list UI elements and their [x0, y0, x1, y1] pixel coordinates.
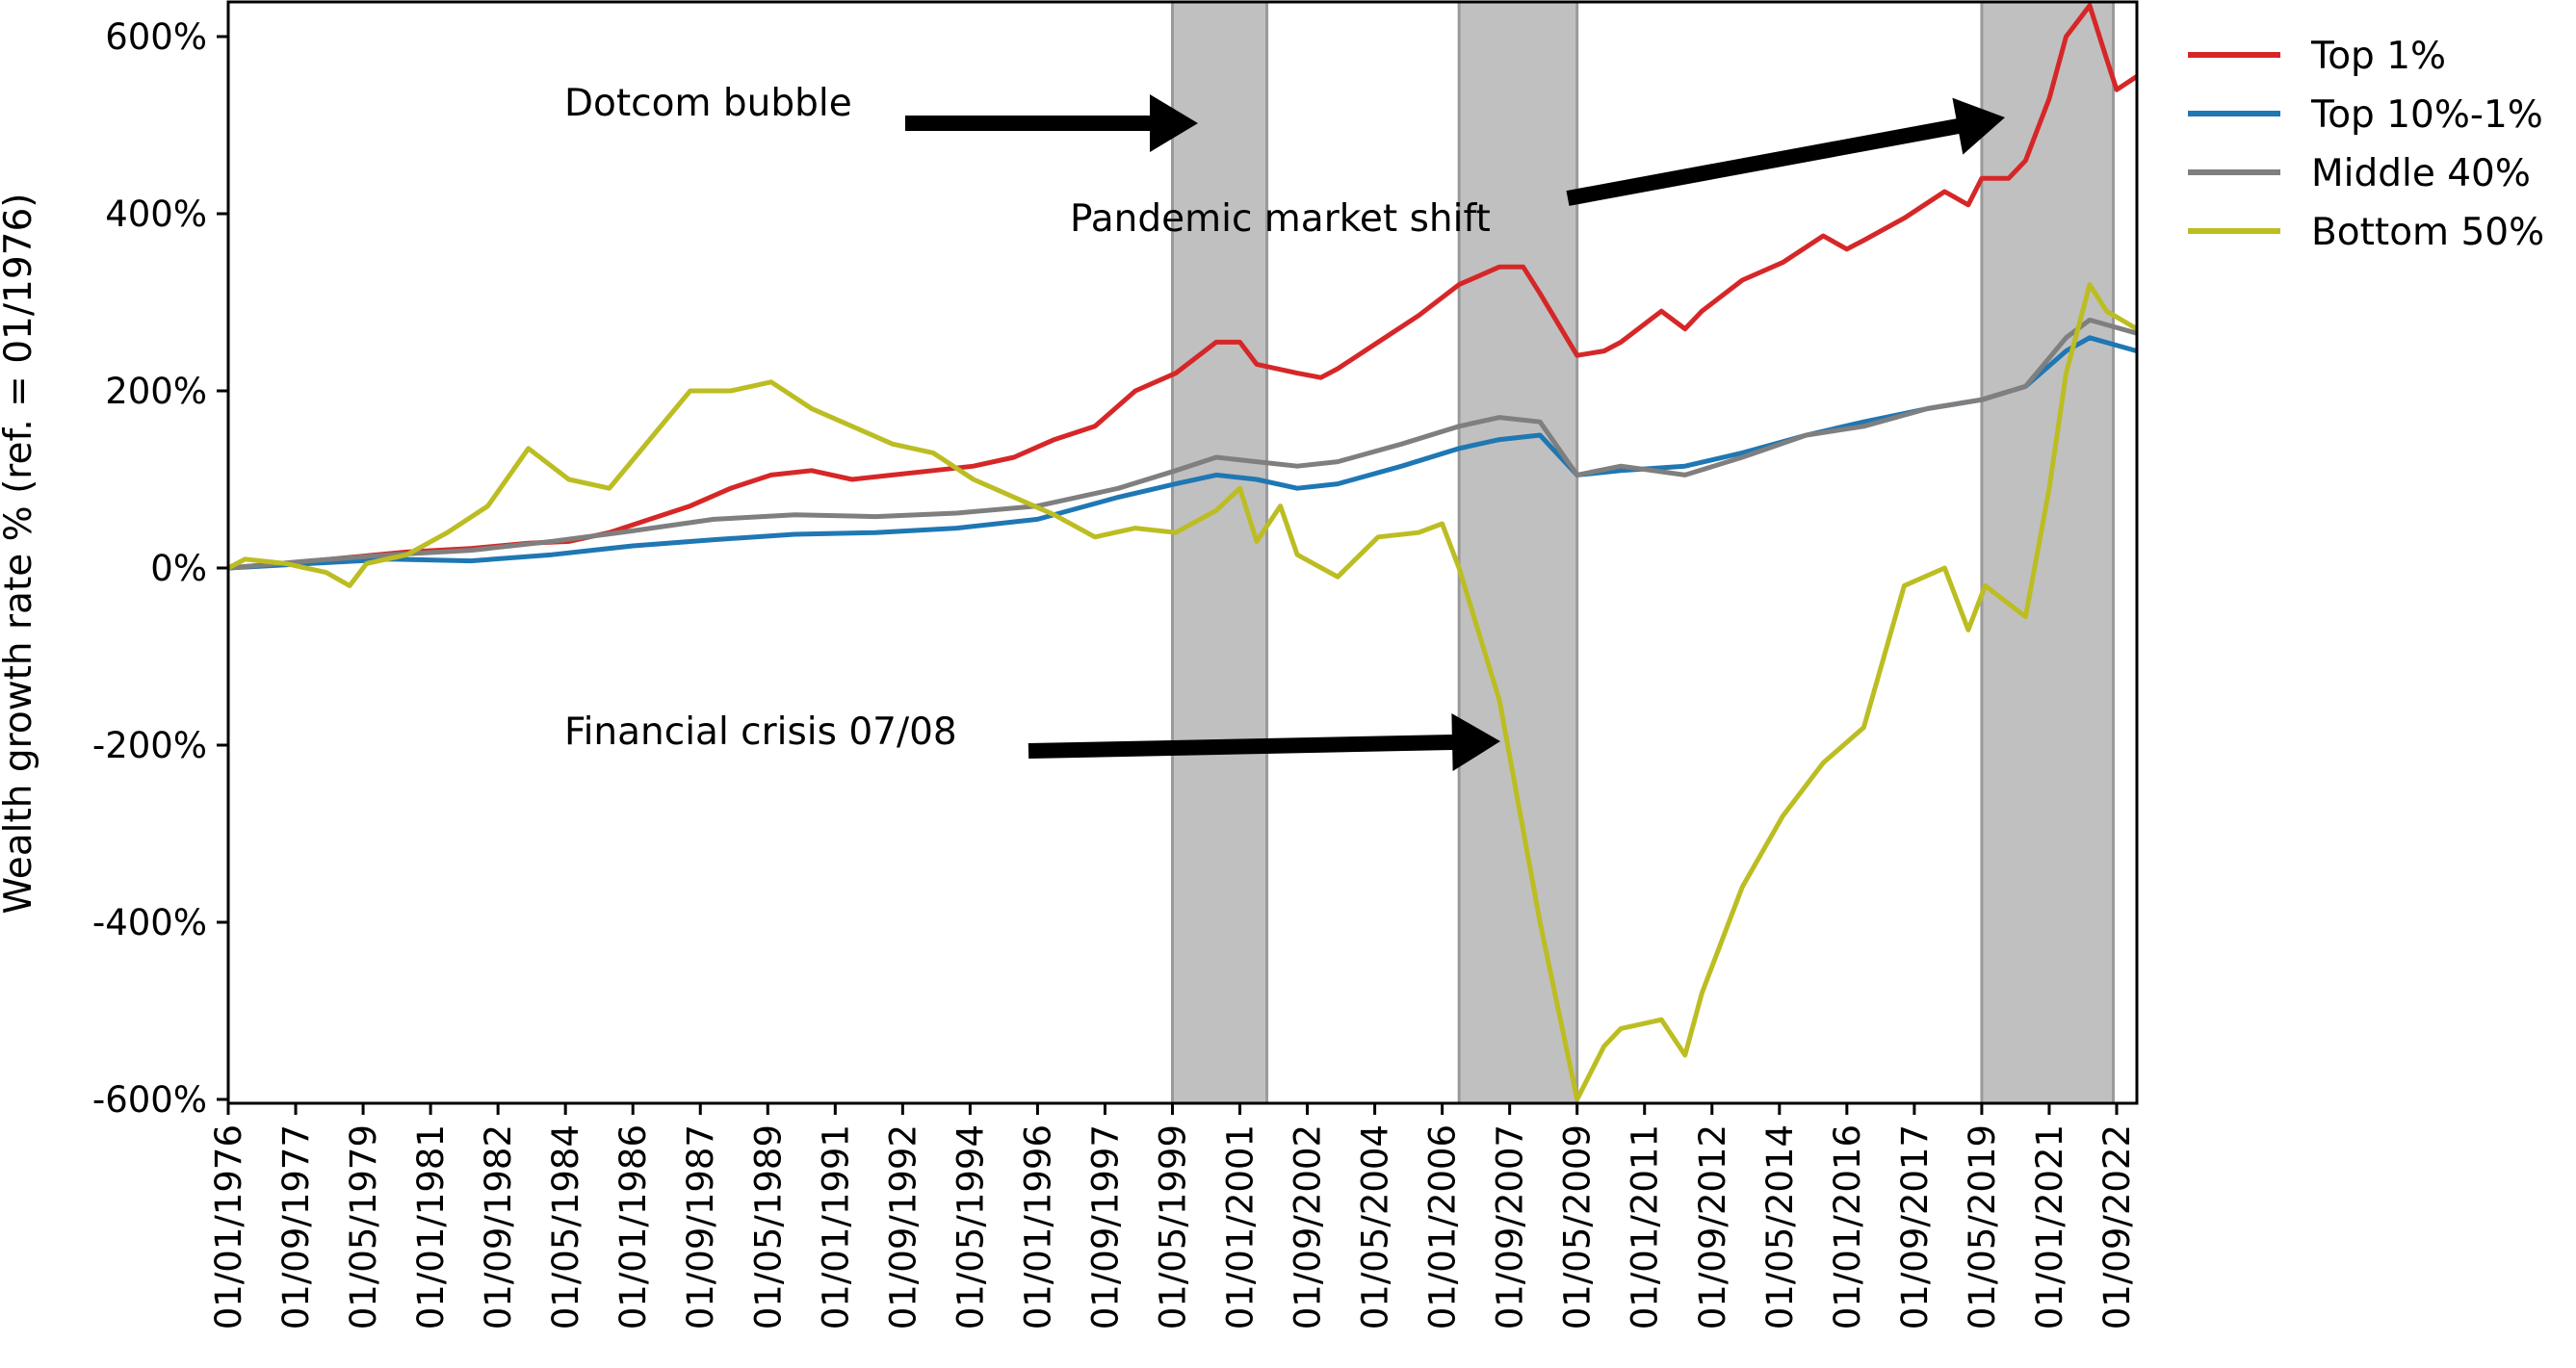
x-tick-label: 01/01/2021	[2029, 1124, 2070, 1329]
y-tick-label: 0%	[150, 548, 207, 589]
annotations: Dotcom bubble Pandemic market shift Fina…	[564, 82, 2005, 771]
x-tick-label: 01/05/1999	[1153, 1124, 1194, 1329]
legend-label-top1: Top 1%	[2310, 35, 2446, 78]
shaded-period-2	[1457, 0, 1579, 1105]
x-tick-label: 01/09/1992	[882, 1124, 924, 1329]
x-tick-label: 01/01/1976	[208, 1124, 249, 1329]
series-line-middle-40	[227, 317, 2138, 571]
y-tick-label: 600%	[105, 16, 207, 58]
annotation-pandemic-label: Pandemic market shift	[1070, 197, 1491, 241]
x-tick-label: 01/09/2002	[1288, 1124, 1329, 1329]
x-tick-label: 01/09/1987	[680, 1124, 721, 1329]
annotation-crisis-arrow	[1028, 713, 1500, 771]
y-tick-label: -600%	[92, 1079, 207, 1121]
x-tick-label: 01/09/2007	[1490, 1124, 1531, 1329]
series-line-bottom-50	[226, 282, 2139, 1102]
legend-label-bottom50: Bottom 50%	[2311, 211, 2544, 254]
annotation-crisis-label: Financial crisis 07/08	[564, 710, 957, 754]
x-tick-label: 01/05/1979	[343, 1124, 384, 1329]
x-tick-label: 01/01/2006	[1422, 1124, 1464, 1329]
x-tick-label: 01/09/2017	[1894, 1124, 1936, 1329]
x-tick-label: 01/05/2014	[1759, 1124, 1801, 1329]
x-tick-label: 01/09/2012	[1692, 1124, 1733, 1329]
y-tick-label: -400%	[92, 902, 207, 943]
x-tick-label: 01/05/2019	[1962, 1124, 2003, 1329]
y-tick-label: -200%	[92, 725, 207, 766]
x-tick-label: 01/09/2022	[2096, 1124, 2138, 1329]
x-axis: 01/01/1976 01/09/1977 01/05/1979 01/01/1981…	[208, 1103, 2138, 1329]
annotation-dotcom-label: Dotcom bubble	[564, 82, 852, 125]
x-tick-label: 01/01/2011	[1625, 1124, 1666, 1329]
plot-frame	[226, 0, 2139, 1105]
x-tick-label: 01/05/1989	[747, 1124, 789, 1329]
x-tick-label: 01/05/2004	[1355, 1124, 1396, 1329]
y-axis: -600% -400% -200% 0% 200% 400% 600%	[92, 16, 228, 1121]
x-tick-label: 01/09/1982	[478, 1124, 519, 1329]
x-tick-label: 01/05/2009	[1557, 1124, 1599, 1329]
x-tick-label: 01/01/1986	[612, 1124, 654, 1329]
annotation-dotcom-arrow	[905, 94, 1198, 152]
x-tick-label: 01/05/1984	[545, 1124, 586, 1329]
legend: Top 1% Top 10%-1% Middle 40% Bottom 50%	[2188, 35, 2544, 254]
annotation-pandemic-arrow	[1566, 97, 2005, 206]
y-tick-label: 400%	[105, 194, 207, 235]
x-tick-label: 01/01/1996	[1017, 1124, 1058, 1329]
series-line-top-1	[227, 3, 2139, 571]
shaded-period-1	[1170, 0, 1269, 1105]
x-tick-label: 01/05/1994	[950, 1124, 991, 1329]
shaded-periods	[1170, 0, 2115, 1105]
x-tick-label: 01/01/2001	[1220, 1124, 1262, 1329]
plot-series	[226, 3, 2139, 1102]
y-tick-label: 200%	[105, 371, 207, 412]
x-tick-label: 01/01/2016	[1827, 1124, 1868, 1329]
x-tick-label: 01/09/1977	[275, 1124, 317, 1329]
x-tick-label: 01/01/1991	[815, 1124, 856, 1329]
x-tick-label: 01/01/1981	[410, 1124, 452, 1329]
legend-label-top10: Top 10%-1%	[2310, 93, 2543, 137]
x-tick-label: 01/09/1997	[1085, 1124, 1127, 1329]
legend-label-middle40: Middle 40%	[2311, 152, 2531, 195]
y-axis-title: Wealth growth rate % (ref. = 01/1976)	[0, 194, 40, 915]
shaded-period-3	[1980, 0, 2115, 1105]
